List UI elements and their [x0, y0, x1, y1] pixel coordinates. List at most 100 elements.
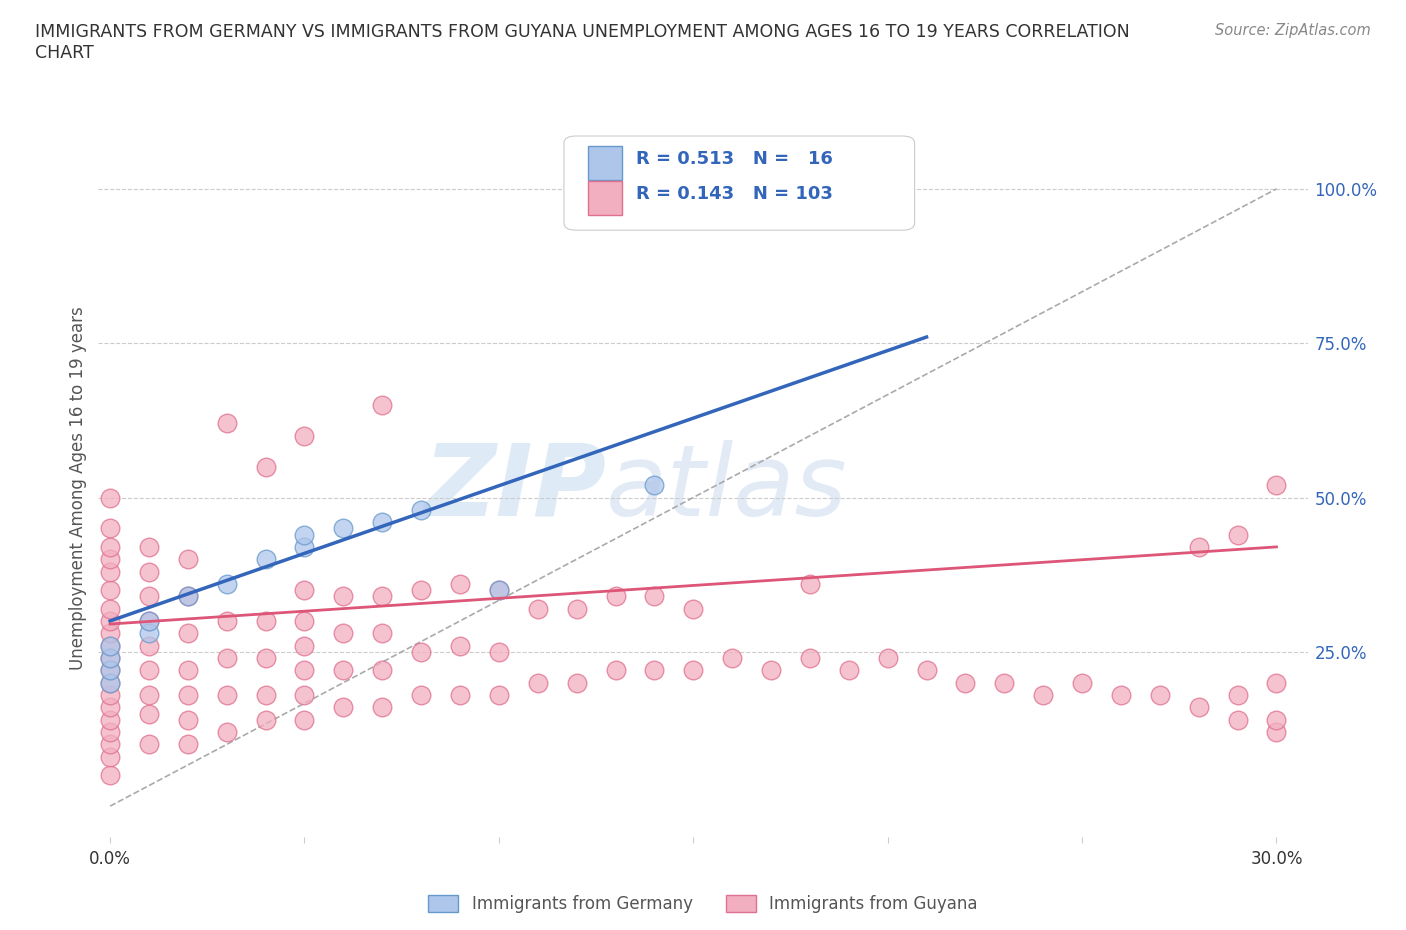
Point: [759, 663, 782, 678]
Point: [98, 614, 121, 629]
Point: [915, 663, 938, 678]
Text: atlas: atlas: [606, 440, 848, 537]
Point: [138, 614, 160, 629]
Point: [605, 589, 627, 604]
Point: [98, 724, 121, 739]
Text: ZIP: ZIP: [423, 440, 606, 537]
Point: [371, 589, 394, 604]
Point: [1226, 527, 1249, 542]
Point: [98, 651, 121, 666]
Point: [838, 663, 860, 678]
Point: [138, 706, 160, 721]
Point: [98, 490, 121, 505]
Point: [215, 577, 238, 591]
Point: [177, 589, 200, 604]
Point: [138, 539, 160, 554]
Point: [98, 675, 121, 690]
Point: [254, 712, 277, 727]
Point: [254, 687, 277, 702]
Point: [138, 626, 160, 641]
Point: [371, 700, 394, 715]
Point: [138, 589, 160, 604]
Point: [1032, 687, 1054, 702]
Point: [371, 626, 394, 641]
Point: [215, 724, 238, 739]
Point: [993, 675, 1015, 690]
Point: [449, 687, 471, 702]
Point: [371, 397, 394, 412]
Point: [98, 539, 121, 554]
Legend: Immigrants from Germany, Immigrants from Guyana: Immigrants from Germany, Immigrants from…: [422, 888, 984, 920]
Point: [1188, 700, 1211, 715]
Point: [488, 687, 510, 702]
Point: [294, 583, 316, 598]
Point: [449, 638, 471, 653]
Point: [177, 626, 200, 641]
Point: [254, 651, 277, 666]
Point: [98, 651, 121, 666]
Text: Source: ZipAtlas.com: Source: ZipAtlas.com: [1215, 23, 1371, 38]
Point: [294, 614, 316, 629]
Point: [98, 551, 121, 566]
Point: [876, 651, 898, 666]
Point: [138, 638, 160, 653]
Point: [98, 565, 121, 579]
Point: [98, 687, 121, 702]
Point: [682, 601, 704, 616]
Point: [98, 638, 121, 653]
Point: [526, 675, 548, 690]
Point: [98, 638, 121, 653]
Point: [488, 644, 510, 659]
Point: [138, 663, 160, 678]
Point: [98, 663, 121, 678]
Point: [294, 638, 316, 653]
Point: [565, 675, 588, 690]
Point: [294, 712, 316, 727]
Text: R = 0.513   N =   16: R = 0.513 N = 16: [637, 150, 834, 168]
Point: [98, 712, 121, 727]
Point: [254, 614, 277, 629]
Point: [98, 675, 121, 690]
Point: [294, 687, 316, 702]
Point: [1226, 687, 1249, 702]
Point: [332, 700, 354, 715]
Point: [177, 589, 200, 604]
Point: [371, 663, 394, 678]
FancyBboxPatch shape: [564, 136, 915, 231]
Text: IMMIGRANTS FROM GERMANY VS IMMIGRANTS FROM GUYANA UNEMPLOYMENT AMONG AGES 16 TO : IMMIGRANTS FROM GERMANY VS IMMIGRANTS FR…: [35, 23, 1130, 41]
Point: [98, 750, 121, 764]
Point: [254, 459, 277, 474]
Point: [799, 577, 821, 591]
Point: [643, 663, 665, 678]
Point: [98, 768, 121, 783]
Point: [138, 687, 160, 702]
Point: [643, 478, 665, 493]
Point: [98, 626, 121, 641]
Point: [215, 687, 238, 702]
Point: [411, 583, 433, 598]
Point: [799, 651, 821, 666]
Point: [721, 651, 744, 666]
Point: [1265, 675, 1288, 690]
Point: [98, 737, 121, 751]
Point: [177, 663, 200, 678]
Point: [98, 663, 121, 678]
Point: [605, 663, 627, 678]
Point: [449, 577, 471, 591]
Point: [332, 663, 354, 678]
Point: [411, 687, 433, 702]
Point: [1149, 687, 1171, 702]
Point: [1265, 712, 1288, 727]
Point: [177, 737, 200, 751]
FancyBboxPatch shape: [588, 181, 621, 215]
Point: [1226, 712, 1249, 727]
Point: [215, 416, 238, 431]
FancyBboxPatch shape: [588, 147, 621, 180]
Point: [643, 589, 665, 604]
Y-axis label: Unemployment Among Ages 16 to 19 years: Unemployment Among Ages 16 to 19 years: [69, 306, 87, 671]
Point: [332, 589, 354, 604]
Point: [1188, 539, 1211, 554]
Point: [98, 521, 121, 536]
Point: [371, 515, 394, 530]
Point: [294, 429, 316, 444]
